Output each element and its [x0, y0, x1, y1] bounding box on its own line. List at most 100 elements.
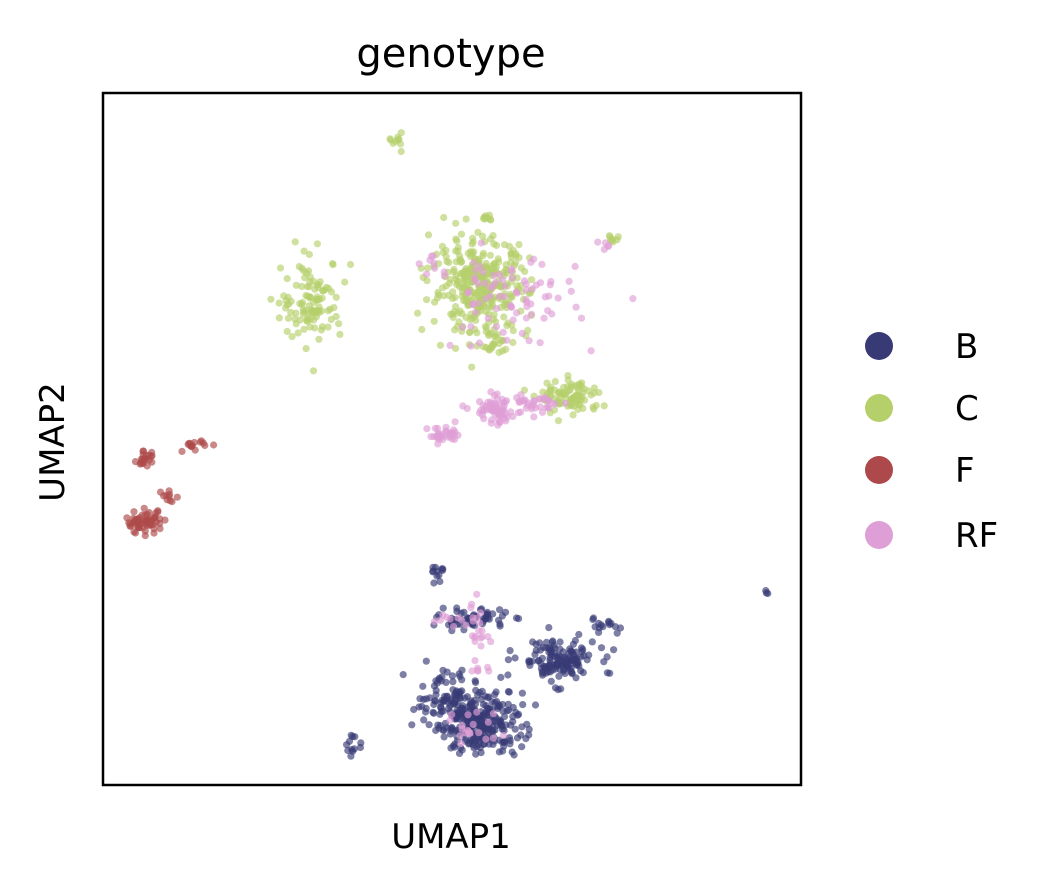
point-B [511, 725, 519, 733]
legend-label-F: F [955, 451, 975, 491]
point-C [304, 315, 312, 323]
point-RF [477, 239, 485, 247]
point-RF [428, 252, 436, 260]
legend-marker-B [865, 332, 893, 360]
point-RF [430, 617, 438, 626]
legend: BCF RF [865, 327, 998, 556]
point-RF [451, 418, 459, 426]
point-C [292, 281, 300, 289]
point-B [518, 743, 526, 751]
point-B [501, 738, 509, 746]
point-RF [492, 323, 501, 331]
point-C [449, 288, 457, 296]
point-B [504, 656, 512, 664]
point-B [559, 658, 568, 666]
point-B [588, 638, 596, 646]
point-B [557, 685, 565, 693]
point-B [408, 721, 416, 729]
point-F [143, 510, 151, 518]
point-RF [471, 276, 479, 284]
series-C [267, 129, 622, 425]
point-RF [471, 637, 479, 646]
point-B [546, 659, 555, 667]
point-B [525, 731, 533, 739]
point-RF [477, 634, 485, 642]
point-C [324, 323, 332, 331]
point-B [479, 717, 487, 725]
point-RF [530, 413, 538, 421]
point-C [482, 259, 490, 267]
point-RF [484, 314, 492, 322]
point-RF [443, 613, 451, 622]
point-B [439, 604, 447, 612]
point-B [451, 699, 459, 707]
point-C [521, 267, 529, 276]
point-C [283, 327, 291, 336]
point-RF [499, 731, 507, 740]
legend-label-RF: RF [955, 516, 998, 556]
point-F [149, 520, 157, 529]
point-C [472, 289, 480, 297]
point-RF [529, 401, 538, 409]
point-C [300, 325, 308, 333]
point-B [518, 723, 526, 731]
scatter-points [123, 129, 772, 760]
point-B [489, 610, 497, 618]
point-B [507, 721, 515, 729]
point-B [443, 693, 451, 701]
point-C [414, 309, 422, 317]
point-RF [493, 304, 501, 313]
point-C [300, 247, 308, 255]
point-RF [629, 295, 637, 303]
point-C [490, 311, 498, 319]
point-C [318, 323, 326, 331]
point-B [606, 669, 614, 677]
point-B [500, 713, 509, 721]
point-RF [457, 616, 466, 624]
legend-label-C: C [955, 389, 979, 429]
point-B [347, 731, 355, 739]
point-C [305, 267, 313, 275]
point-RF [485, 667, 493, 675]
point-RF [490, 271, 498, 279]
point-B [425, 721, 433, 729]
point-C [288, 333, 296, 341]
point-C [329, 261, 337, 269]
point-C [446, 276, 454, 284]
point-B [447, 724, 455, 732]
point-B [438, 673, 446, 681]
point-C [424, 264, 432, 272]
point-F [127, 522, 135, 530]
point-B [436, 577, 444, 586]
point-RF [430, 259, 438, 267]
point-RF [472, 266, 480, 274]
point-C [287, 308, 295, 316]
point-B [531, 701, 540, 709]
point-C [322, 283, 330, 291]
point-RF [561, 399, 569, 407]
point-RF [478, 411, 486, 419]
point-B [444, 698, 453, 707]
point-B [357, 739, 365, 747]
point-C [313, 240, 321, 248]
point-F [173, 493, 181, 501]
point-F [191, 446, 199, 454]
point-B [589, 614, 598, 622]
point-RF [540, 314, 548, 322]
point-C [543, 379, 551, 387]
point-RF [436, 432, 444, 440]
point-RF [600, 245, 608, 253]
point-RF [571, 262, 579, 270]
point-B [515, 615, 523, 623]
point-RF [499, 328, 507, 336]
point-B [525, 725, 533, 734]
series-B [343, 563, 772, 760]
point-C [300, 308, 308, 316]
point-RF [477, 642, 485, 650]
point-C [509, 327, 517, 335]
point-F [161, 516, 169, 524]
point-B [458, 666, 466, 674]
point-B [440, 733, 448, 741]
point-C [335, 320, 343, 328]
point-B [485, 740, 493, 748]
